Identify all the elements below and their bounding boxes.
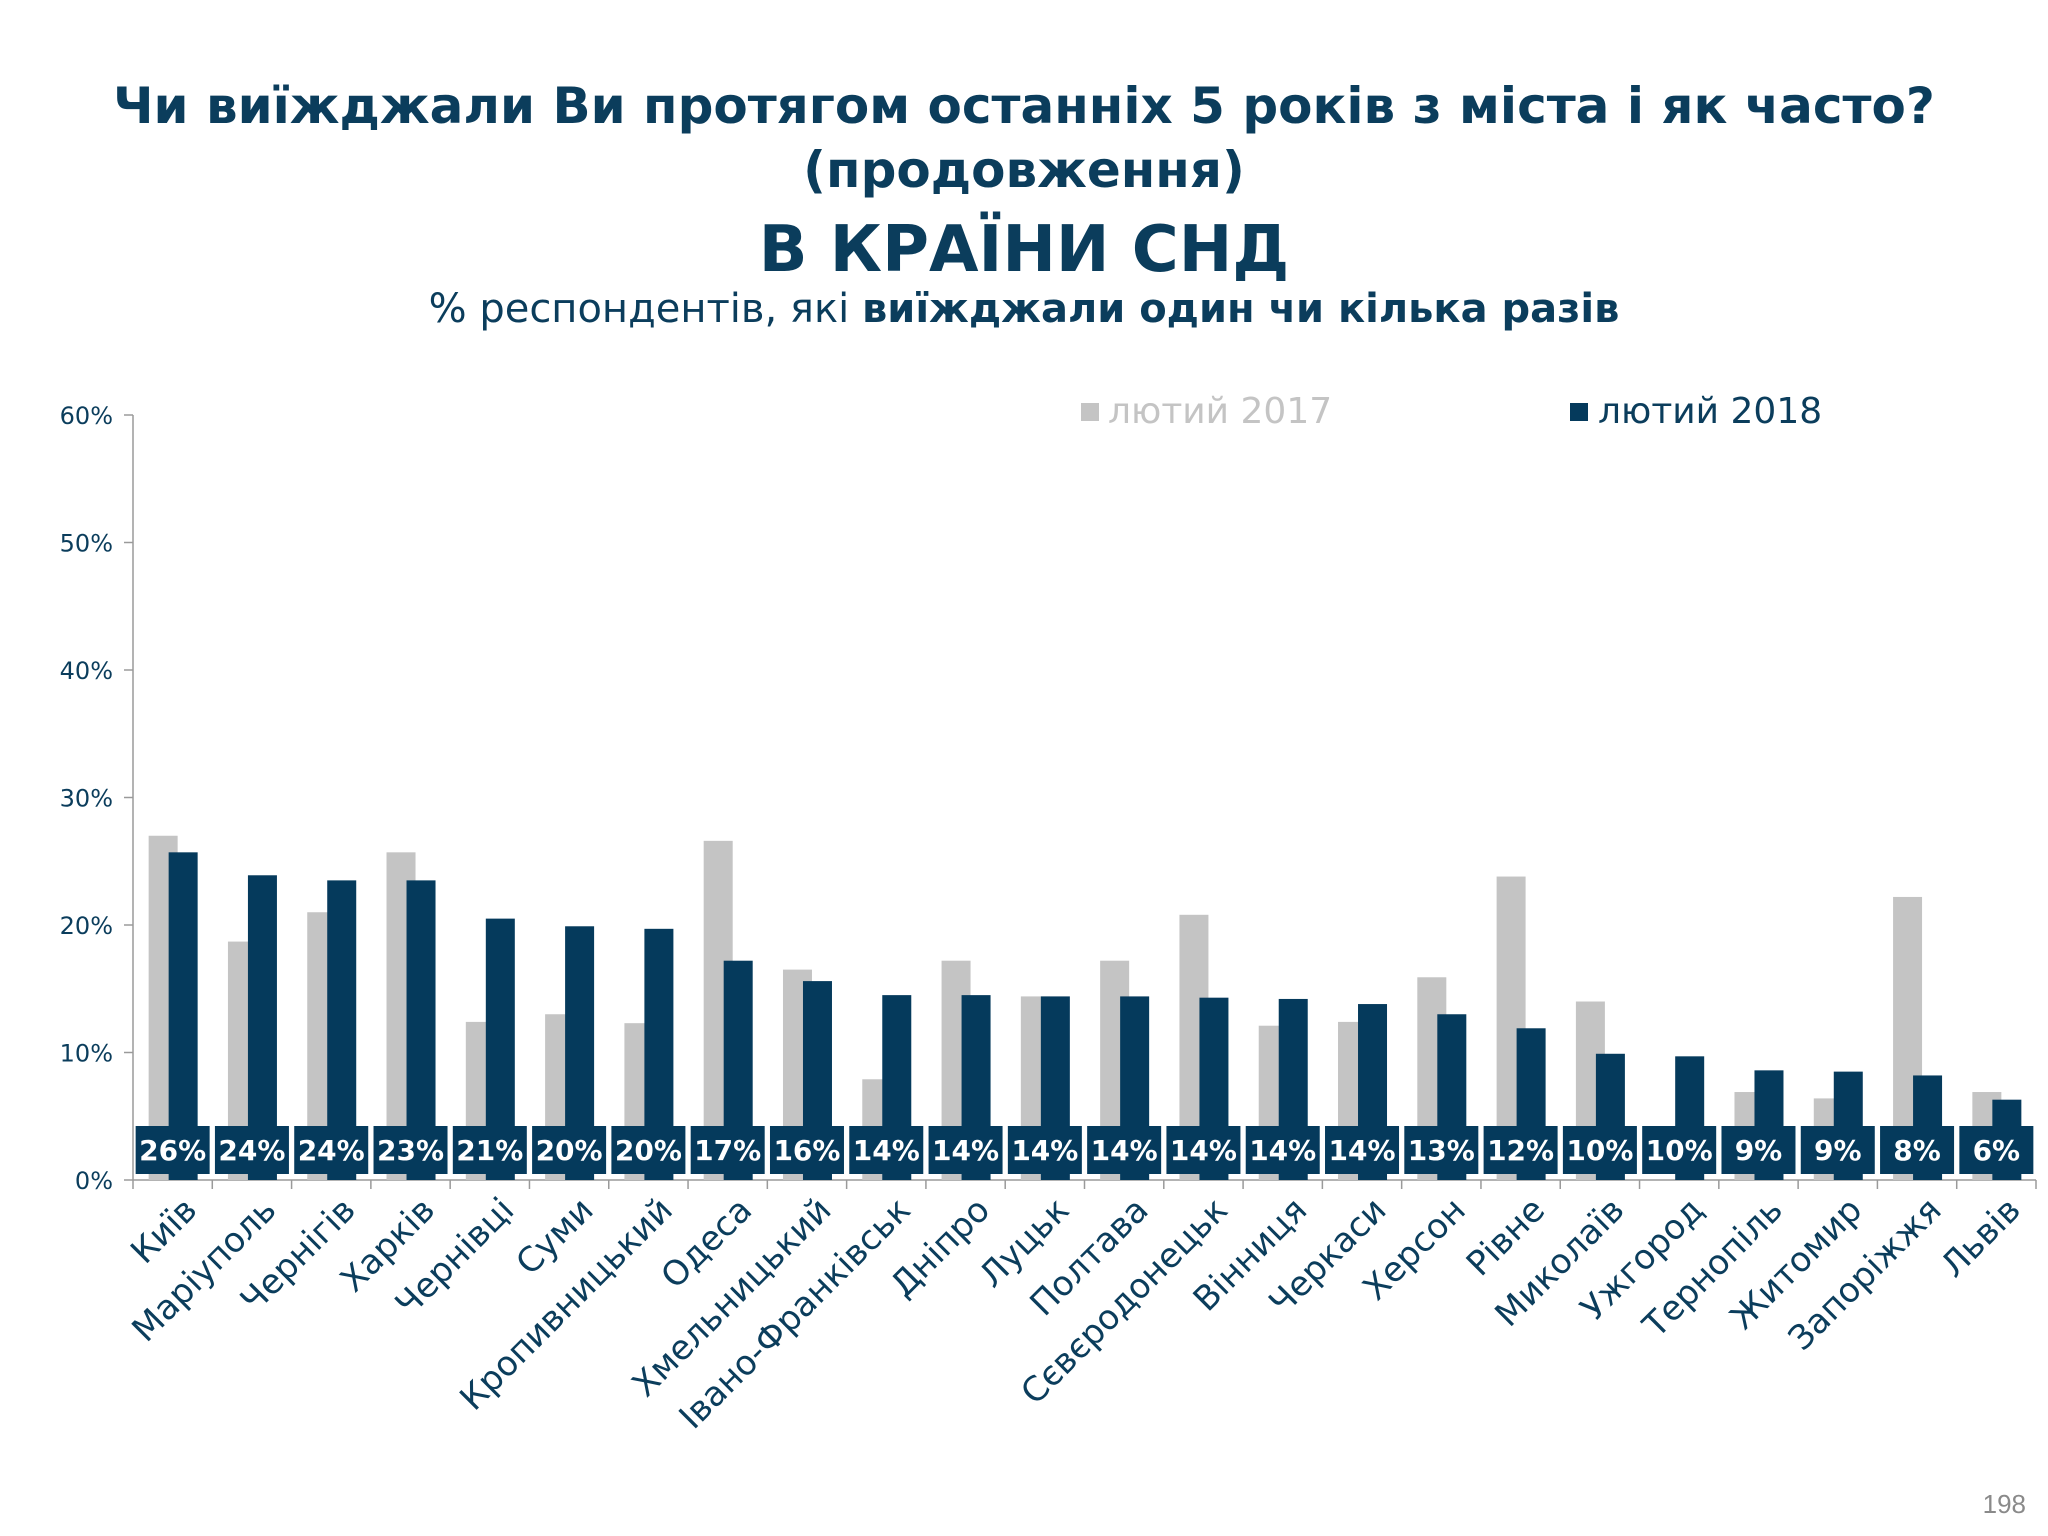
y-tick-label: 20% (60, 912, 113, 940)
data-label-box (294, 1126, 369, 1174)
data-label: 10% (1646, 1134, 1713, 1167)
y-tick-label: 50% (60, 530, 113, 558)
data-label: 10% (1566, 1134, 1633, 1167)
data-label-box (1642, 1126, 1717, 1174)
data-label-box (1245, 1126, 1320, 1174)
data-label-box (1325, 1126, 1400, 1174)
x-category-label: Львів (1933, 1190, 2029, 1286)
data-label-box (1800, 1126, 1875, 1174)
data-label-box (690, 1126, 765, 1174)
data-label: 14% (1329, 1134, 1396, 1167)
data-label-box (611, 1126, 686, 1174)
slide-title: Чи виїжджали Ви протягом останніх 5 рокі… (113, 77, 1935, 135)
data-label-box (1007, 1126, 1082, 1174)
data-label: 14% (1091, 1134, 1158, 1167)
data-label-box (1721, 1126, 1796, 1174)
bar-2018 (168, 852, 198, 1180)
page-number: 198 (1982, 1489, 2026, 1519)
data-label-box (135, 1126, 210, 1174)
data-label: 14% (932, 1134, 999, 1167)
data-label-box (214, 1126, 289, 1174)
data-label: 14% (1011, 1134, 1078, 1167)
data-label-box (1087, 1126, 1162, 1174)
data-label: 26% (139, 1134, 206, 1167)
y-tick-label: 60% (60, 402, 113, 430)
data-label: 12% (1487, 1134, 1554, 1167)
data-label: 16% (773, 1134, 840, 1167)
data-label: 9% (1735, 1134, 1783, 1167)
legend-swatch-2017 (1081, 403, 1099, 421)
y-tick-label: 10% (60, 1040, 113, 1068)
data-label: 24% (218, 1134, 285, 1167)
data-label: 20% (536, 1134, 603, 1167)
legend-swatch-2018 (1570, 403, 1588, 421)
data-label-box (1562, 1126, 1637, 1174)
data-label-box (452, 1126, 527, 1174)
subtitle-bold: виїжджали один чи кілька разів (861, 286, 1620, 332)
legend-label-2017: лютий 2017 (1108, 391, 1332, 432)
data-label: 23% (377, 1134, 444, 1167)
chart-subtitle: % респондентів, які виїжджали один чи кі… (0, 284, 2048, 334)
data-label: 9% (1814, 1134, 1862, 1167)
data-label: 8% (1893, 1134, 1941, 1167)
legend-label-2018: лютий 2018 (1598, 391, 1822, 432)
slide-title-continuation: (продовження) (803, 141, 1245, 199)
data-label-box (1880, 1126, 1955, 1174)
data-label: 20% (615, 1134, 682, 1167)
data-label: 17% (694, 1134, 761, 1167)
data-label-box (1166, 1126, 1241, 1174)
data-label-box (1959, 1126, 2034, 1174)
data-label: 24% (298, 1134, 365, 1167)
data-label: 6% (1973, 1134, 2021, 1167)
data-label: 14% (1249, 1134, 1316, 1167)
data-label-box (1483, 1126, 1558, 1174)
data-label: 13% (1408, 1134, 1475, 1167)
slide-heading: В КРАЇНИ СНД (758, 213, 1290, 287)
data-label-box (769, 1126, 844, 1174)
subtitle-regular: % респондентів, які (428, 286, 862, 332)
data-label-box (928, 1126, 1003, 1174)
y-tick-label: 30% (60, 785, 113, 813)
y-tick-label: 40% (60, 657, 113, 685)
data-label: 14% (1170, 1134, 1237, 1167)
data-label-box (373, 1126, 448, 1174)
y-tick-label: 0% (75, 1167, 113, 1195)
data-label-box (1404, 1126, 1479, 1174)
data-label-box (849, 1126, 924, 1174)
data-label: 14% (853, 1134, 920, 1167)
data-label-box (532, 1126, 607, 1174)
data-label: 21% (456, 1134, 523, 1167)
